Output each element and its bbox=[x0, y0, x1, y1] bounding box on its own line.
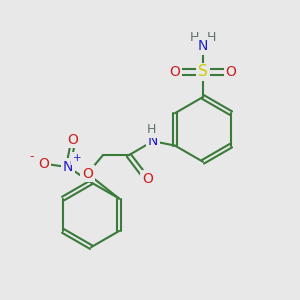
Text: N: N bbox=[148, 134, 158, 148]
Text: O: O bbox=[169, 65, 181, 79]
Text: H: H bbox=[190, 31, 200, 44]
Text: H: H bbox=[207, 31, 216, 44]
Text: O: O bbox=[226, 65, 236, 79]
Text: S: S bbox=[198, 64, 208, 80]
Text: O: O bbox=[38, 157, 49, 171]
Text: N: N bbox=[198, 39, 208, 53]
Text: +: + bbox=[73, 153, 81, 163]
Text: -: - bbox=[29, 150, 34, 163]
Text: O: O bbox=[82, 167, 93, 181]
Text: O: O bbox=[68, 133, 79, 147]
Text: N: N bbox=[63, 160, 73, 174]
Text: O: O bbox=[142, 172, 153, 186]
Text: H: H bbox=[147, 124, 156, 136]
